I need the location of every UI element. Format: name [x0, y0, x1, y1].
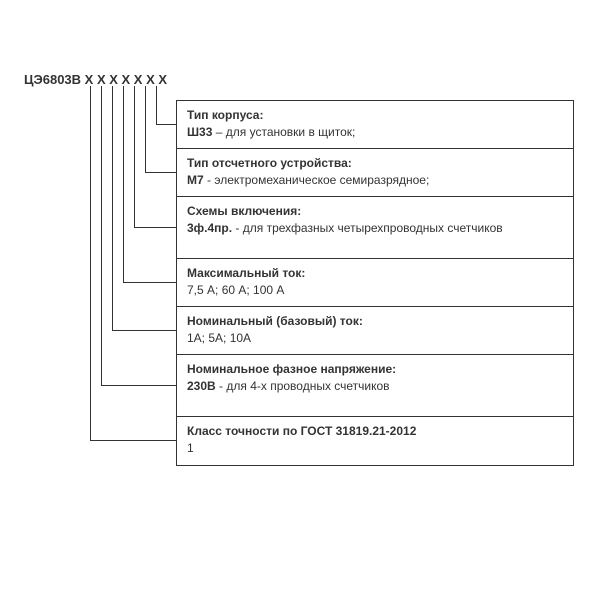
spec-row: Тип отсчетного устройства:М7 - электроме…	[177, 149, 573, 197]
spec-row: Тип корпуса:Ш33 – для установки в щиток;	[177, 101, 573, 149]
spec-row-value: 3ф.4пр. - для трехфазных четырехпроводны…	[187, 220, 563, 237]
spec-row-rest: 1А; 5А; 10А	[187, 331, 251, 345]
spec-row-header: Тип отсчетного устройства:	[187, 155, 563, 172]
spec-row-header: Схемы включения:	[187, 203, 563, 220]
spec-row-header: Номинальное фазное напряжение:	[187, 361, 563, 378]
spec-row-rest: 7,5 А; 60 А; 100 А	[187, 283, 284, 297]
spec-row-header: Тип корпуса:	[187, 107, 563, 124]
connector-horizontal	[112, 330, 176, 331]
connector-horizontal	[134, 227, 176, 228]
spec-row: Класс точности по ГОСТ 31819.21-20121	[177, 417, 573, 465]
connector-horizontal	[101, 385, 176, 386]
connector-vertical	[90, 86, 91, 440]
spec-row-value: Ш33 – для установки в щиток;	[187, 124, 563, 141]
spec-row-lead: 3ф.4пр.	[187, 221, 232, 235]
spec-row-value: 1А; 5А; 10А	[187, 330, 563, 347]
diagram-canvas: { "layout": { "title_top": 72, "title_le…	[0, 0, 600, 600]
spec-row-rest: 1	[187, 441, 194, 455]
connector-horizontal	[90, 440, 176, 441]
connector-horizontal	[145, 172, 176, 173]
spec-row: Максимальный ток:7,5 А; 60 А; 100 А	[177, 259, 573, 307]
spec-row-rest: для трехфазных четырехпроводных счетчико…	[243, 221, 503, 235]
connector-vertical	[101, 86, 102, 385]
spec-row: Номинальное фазное напряжение:230В - для…	[177, 355, 573, 417]
connector-vertical	[123, 86, 124, 282]
connector-horizontal	[123, 282, 176, 283]
spec-row-value: 7,5 А; 60 А; 100 А	[187, 282, 563, 299]
model-code-title: ЦЭ6803В Х Х Х Х Х Х Х	[24, 72, 167, 87]
spec-table: Тип корпуса:Ш33 – для установки в щиток;…	[176, 100, 574, 466]
connector-vertical	[156, 86, 157, 124]
connector-horizontal	[156, 124, 176, 125]
spec-row: Номинальный (базовый) ток:1А; 5А; 10А	[177, 307, 573, 355]
spec-row-value: 1	[187, 440, 563, 457]
connector-vertical	[112, 86, 113, 330]
spec-row-lead: 230В	[187, 379, 216, 393]
connector-vertical	[134, 86, 135, 227]
spec-row-rest: для установки в щиток;	[226, 125, 356, 139]
spec-row: Схемы включения:3ф.4пр. - для трехфазных…	[177, 197, 573, 259]
spec-row-rest: для 4-х проводных счетчиков	[226, 379, 389, 393]
spec-row-value: 230В - для 4-х проводных счетчиков	[187, 378, 563, 395]
spec-row-value: М7 - электромеханическое семиразрядное;	[187, 172, 563, 189]
spec-row-lead: Ш33	[187, 125, 212, 139]
connector-vertical	[145, 86, 146, 172]
spec-row-header: Класс точности по ГОСТ 31819.21-2012	[187, 423, 563, 440]
spec-row-header: Максимальный ток:	[187, 265, 563, 282]
spec-row-header: Номинальный (базовый) ток:	[187, 313, 563, 330]
spec-row-lead: М7	[187, 173, 204, 187]
spec-row-rest: электромеханическое семиразрядное;	[214, 173, 429, 187]
